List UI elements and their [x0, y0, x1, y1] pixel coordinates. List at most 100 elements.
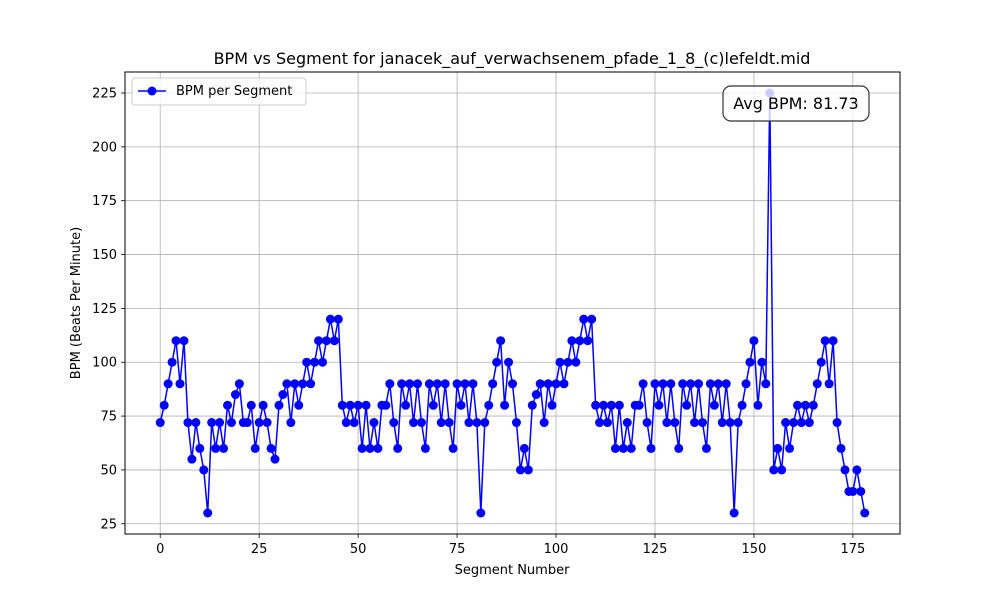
data-point: [211, 443, 221, 453]
data-point: [622, 418, 632, 428]
data-point: [460, 379, 470, 389]
data-point: [215, 418, 225, 428]
data-point: [682, 400, 692, 410]
data-point: [223, 400, 233, 410]
data-point: [674, 443, 684, 453]
data-point: [357, 443, 367, 453]
data-point: [333, 314, 343, 324]
data-point: [785, 443, 795, 453]
data-point: [705, 379, 715, 389]
data-point: [298, 379, 308, 389]
y-axis: 25 50 75 100 125 150 175 200 225: [92, 87, 125, 532]
plot-area: [125, 72, 900, 534]
y-tick-label: 200: [92, 140, 117, 155]
data-point: [155, 418, 165, 428]
data-point: [226, 418, 236, 428]
data-point: [329, 336, 339, 346]
data-point: [618, 443, 628, 453]
data-point: [365, 443, 375, 453]
data-point: [258, 400, 268, 410]
data-point: [860, 508, 870, 518]
data-point: [709, 400, 719, 410]
y-tick-label: 25: [100, 517, 117, 532]
data-point: [203, 508, 213, 518]
data-point: [856, 486, 866, 496]
x-tick-label: 0: [156, 542, 164, 557]
data-point: [310, 357, 320, 367]
data-point: [179, 336, 189, 346]
data-point: [432, 379, 442, 389]
data-point: [808, 400, 818, 410]
data-point: [646, 443, 656, 453]
data-point: [353, 400, 363, 410]
data-point: [444, 418, 454, 428]
data-point: [717, 418, 727, 428]
data-point: [318, 357, 328, 367]
data-point: [531, 390, 541, 400]
data-point: [428, 400, 438, 410]
data-point: [777, 465, 787, 475]
data-point: [448, 443, 458, 453]
data-point: [468, 379, 478, 389]
data-point: [733, 418, 743, 428]
data-point: [804, 418, 814, 428]
data-point: [642, 418, 652, 428]
data-point: [753, 400, 763, 410]
data-point: [757, 357, 767, 367]
data-point: [207, 418, 217, 428]
data-point: [658, 379, 668, 389]
data-point: [314, 336, 324, 346]
annotation-box: [722, 85, 870, 122]
data-point: [824, 379, 834, 389]
data-point: [508, 379, 517, 389]
data-point: [270, 454, 280, 464]
data-point: [595, 418, 605, 428]
data-point: [670, 418, 680, 428]
data-point: [575, 336, 585, 346]
data-point: [290, 379, 300, 389]
y-axis-label: BPM (Beats Per Minute): [69, 227, 84, 379]
y-tick-label: 100: [92, 356, 117, 371]
x-tick-label: 100: [544, 542, 569, 557]
data-point: [694, 379, 704, 389]
data-point: [773, 443, 783, 453]
data-point: [634, 400, 644, 410]
data-point: [385, 379, 395, 389]
data-point: [472, 418, 482, 428]
data-point: [167, 357, 177, 367]
data-point: [274, 400, 284, 410]
data-point: [242, 418, 252, 428]
data-point: [325, 314, 335, 324]
data-point: [571, 357, 581, 367]
data-point: [852, 465, 862, 475]
data-point: [476, 508, 486, 518]
data-point: [602, 418, 612, 428]
data-point: [551, 379, 561, 389]
data-point: [781, 418, 791, 428]
data-point: [701, 443, 711, 453]
data-point: [504, 357, 514, 367]
legend-label: BPM per Segment: [176, 84, 292, 99]
data-point: [199, 465, 209, 475]
data-point: [171, 336, 181, 346]
data-point: [409, 418, 419, 428]
legend-box: [131, 77, 307, 106]
data-point: [523, 465, 533, 475]
data-point: [191, 418, 201, 428]
data-point: [456, 400, 466, 410]
data-point: [163, 379, 173, 389]
data-point: [563, 357, 573, 367]
data-point: [250, 443, 260, 453]
data-point: [721, 379, 731, 389]
x-tick-label: 125: [643, 542, 668, 557]
data-point: [543, 379, 553, 389]
series-layer: [155, 88, 870, 518]
annotation-text: Avg BPM: 81.73: [733, 94, 858, 113]
legend-marker-swatch: [147, 86, 157, 96]
data-point: [488, 379, 498, 389]
data-point: [535, 379, 545, 389]
data-point: [480, 418, 490, 428]
x-tick-label: 175: [840, 542, 865, 557]
data-point: [452, 379, 462, 389]
data-point: [321, 336, 331, 346]
